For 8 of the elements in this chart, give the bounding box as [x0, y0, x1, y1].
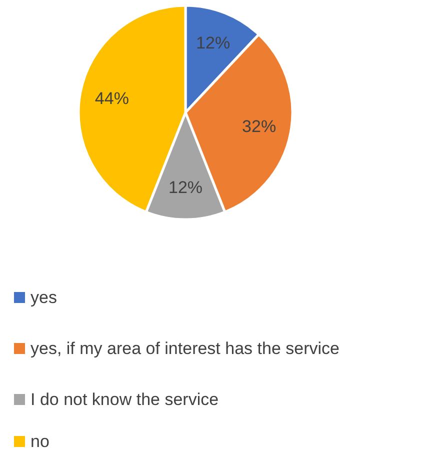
data-label: 32%: [242, 117, 276, 136]
legend-label: no: [30, 432, 50, 451]
data-label: 44%: [94, 88, 129, 108]
legend-label: yes: [30, 288, 57, 307]
legend-label: I do not know the service: [30, 390, 219, 409]
legend-label: yes, if my area of interest has the service: [30, 339, 340, 358]
data-label: 12%: [168, 178, 203, 197]
data-label: 12%: [196, 33, 230, 52]
